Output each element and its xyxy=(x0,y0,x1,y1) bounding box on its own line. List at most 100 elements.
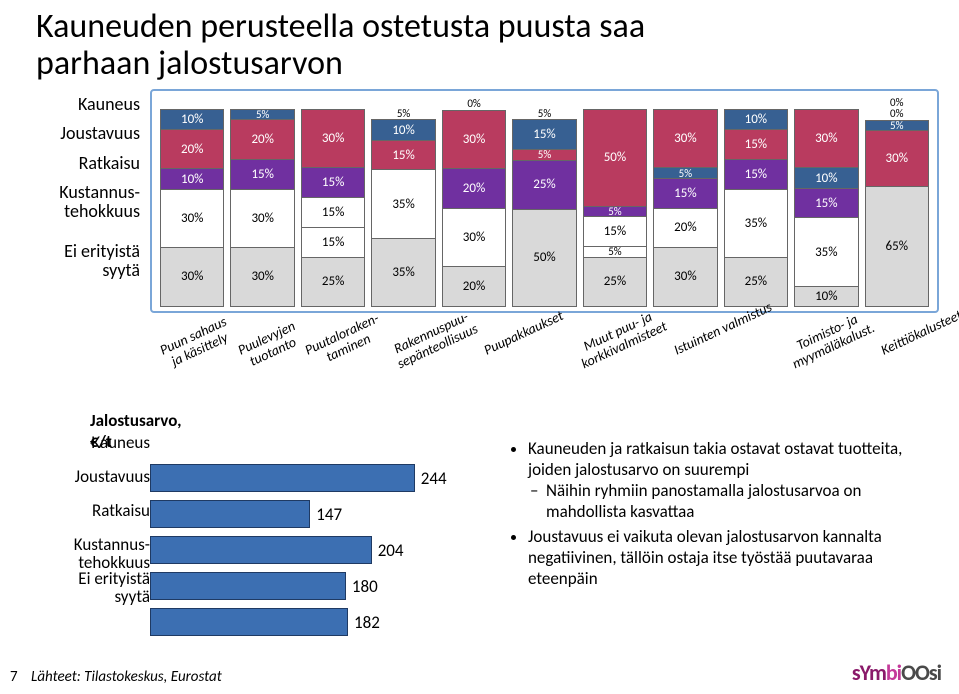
hbar-bar xyxy=(150,608,348,636)
stacked-segment: 30% xyxy=(653,247,717,307)
hbar-row-label: Ratkaisu xyxy=(92,502,150,528)
stacked-segment: 20% xyxy=(230,119,294,158)
stacked-column: 5%15%5%25%50% xyxy=(512,97,576,307)
bullet-subitem: Näihin ryhmiin panostamalla jalostusarvo… xyxy=(546,480,929,522)
stacked-row-label: Ei erityistä syytä xyxy=(0,242,150,301)
stacked-column: 0%30%20%30%20% xyxy=(442,97,506,307)
page-title: Kauneuden perusteella ostetusta puusta s… xyxy=(0,0,959,89)
stacked-segment: 10% xyxy=(160,109,224,129)
stacked-segment: 15% xyxy=(583,216,647,246)
stacked-segment: 15% xyxy=(512,119,576,149)
stacked-column: 30%10%15%35%10% xyxy=(794,97,858,307)
stacked-segment: 25% xyxy=(583,257,647,307)
hbar-bar xyxy=(150,500,310,528)
stacked-x-label: Muut puu- ja korkkivalmisteet xyxy=(573,306,669,372)
hbar-row: 204 xyxy=(150,536,480,564)
footer-source-text: Lähteet: Tilastokeskus, Eurostat xyxy=(31,668,222,686)
hbar-value: 147 xyxy=(316,504,342,525)
stacked-x-label: Puulevyjen tuotanto xyxy=(236,319,304,372)
stacked-column: 10%20%10%30%30% xyxy=(160,97,224,307)
title-line-2: parhaan jalostusarvon xyxy=(36,43,343,84)
title-line-1: Kauneuden perusteella ostetusta puusta s… xyxy=(36,6,645,47)
stacked-segment: 50% xyxy=(583,109,647,206)
stacked-segment: 10% xyxy=(371,119,435,139)
stacked-segment: 10% xyxy=(160,168,224,188)
hbar-row: 244 xyxy=(150,464,480,492)
stacked-x-label: Toimisto- ja myymäläkalust. xyxy=(784,307,877,371)
stacked-x-label: Puupakkaukset xyxy=(482,309,572,372)
stacked-segment: 5% xyxy=(583,246,647,257)
stacked-segment: 15% xyxy=(301,167,365,197)
hbar-bar xyxy=(150,536,372,564)
stacked-bars-area: 10%20%10%30%30%5%20%15%30%30%30%15%15%15… xyxy=(150,89,939,313)
stacked-column: 10%15%15%35%25% xyxy=(724,97,788,307)
bullet-item: Joustavuus ei vaikuta olevan jalostusarv… xyxy=(528,526,929,589)
hbar-row: 180 xyxy=(150,572,480,600)
hbar-row-label: Joustavuus xyxy=(75,468,150,494)
stacked-segment: 30% xyxy=(160,247,224,307)
stacked-segment: 20% xyxy=(442,168,506,207)
stacked-segment: 30% xyxy=(301,109,365,168)
stacked-x-label: Puun sahaus ja käsittely xyxy=(158,314,235,371)
insight-bullets: Kauneuden ja ratkaisun takia ostavat ost… xyxy=(480,410,929,636)
stacked-segment: 15% xyxy=(724,159,788,189)
hbar-row: 182 xyxy=(150,608,480,636)
hbar-row-label: Ei erityistä syytä xyxy=(78,570,150,596)
stacked-segment: 20% xyxy=(653,208,717,247)
stacked-x-label: Puutaloraken- taminen xyxy=(303,311,388,371)
stacked-segment: 20% xyxy=(160,129,224,168)
stacked-segment: 15% xyxy=(724,129,788,159)
stacked-segment: 35% xyxy=(371,238,435,307)
bullet-list: Kauneuden ja ratkaisun takia ostavat ost… xyxy=(510,438,929,589)
stacked-row-label: Kauneus xyxy=(0,95,150,124)
stacked-column: 5%20%15%30%30% xyxy=(230,97,294,307)
stacked-x-labels: Puun sahaus ja käsittelyPuulevyjen tuota… xyxy=(0,317,959,374)
stacked-column: 5%10%15%35%35% xyxy=(371,97,435,307)
stacked-segment: 65% xyxy=(865,186,929,307)
hbar-value: 180 xyxy=(352,576,378,597)
stacked-row-label: Kustannus- tehokkuus xyxy=(0,183,150,242)
footer-source: 7 Lähteet: Tilastokeskus, Eurostat xyxy=(10,668,222,686)
stacked-segment-tiny: 5% xyxy=(512,107,576,119)
stacked-row-label: Ratkaisu xyxy=(0,154,150,183)
stacked-row-labels: KauneusJoustavuusRatkaisuKustannus- teho… xyxy=(0,89,150,301)
stacked-segment: 35% xyxy=(371,169,435,237)
stacked-segment: 15% xyxy=(230,159,294,189)
hbar-value: 244 xyxy=(421,468,447,489)
stacked-segment: 35% xyxy=(794,217,858,285)
stacked-column: 50%5%15%5%25% xyxy=(583,97,647,307)
stacked-segment: 30% xyxy=(653,109,717,168)
stacked-segment: 35% xyxy=(724,189,788,257)
stacked-segment-tiny: 5% xyxy=(371,107,435,119)
stacked-segment: 10% xyxy=(794,286,858,307)
stacked-segment: 20% xyxy=(442,266,506,306)
stacked-row-label: Joustavuus xyxy=(0,124,150,153)
stacked-segment: 5% xyxy=(583,206,647,217)
hbar-value: 204 xyxy=(378,540,404,561)
stacked-segment: 15% xyxy=(653,178,717,208)
hbar-bars: 244 147 204180 182 xyxy=(150,464,480,636)
page-number: 7 xyxy=(10,668,18,686)
stacked-bar-chart: KauneusJoustavuusRatkaisuKustannus- teho… xyxy=(0,89,959,313)
stacked-segment: 30% xyxy=(794,109,858,168)
hbar-row-label: Kustannus- tehokkuus xyxy=(74,536,150,562)
stacked-segment: 30% xyxy=(230,247,294,307)
stacked-column: 0%0%5%30%65% xyxy=(865,97,929,307)
hbar-bar xyxy=(150,572,346,600)
hbar-value: 182 xyxy=(354,612,380,633)
stacked-segment: 30% xyxy=(442,110,506,169)
stacked-segment: 5% xyxy=(865,120,929,130)
stacked-segment: 30% xyxy=(442,208,506,267)
stacked-segment: 15% xyxy=(301,227,365,257)
stacked-column: 30%15%15%15%25% xyxy=(301,97,365,307)
stacked-segment: 30% xyxy=(865,130,929,186)
hbar-title: Jalostusarvo, €/t xyxy=(90,410,480,452)
stacked-segment-over: 0% xyxy=(865,108,929,119)
stacked-segment: 15% xyxy=(371,140,435,170)
stacked-segment: 50% xyxy=(512,209,576,307)
stacked-segment: 15% xyxy=(301,197,365,227)
stacked-column: 30%5%15%20%30% xyxy=(653,97,717,307)
stacked-segment: 5% xyxy=(512,149,576,160)
stacked-segment: 10% xyxy=(724,109,788,129)
stacked-segment: 30% xyxy=(160,189,224,248)
